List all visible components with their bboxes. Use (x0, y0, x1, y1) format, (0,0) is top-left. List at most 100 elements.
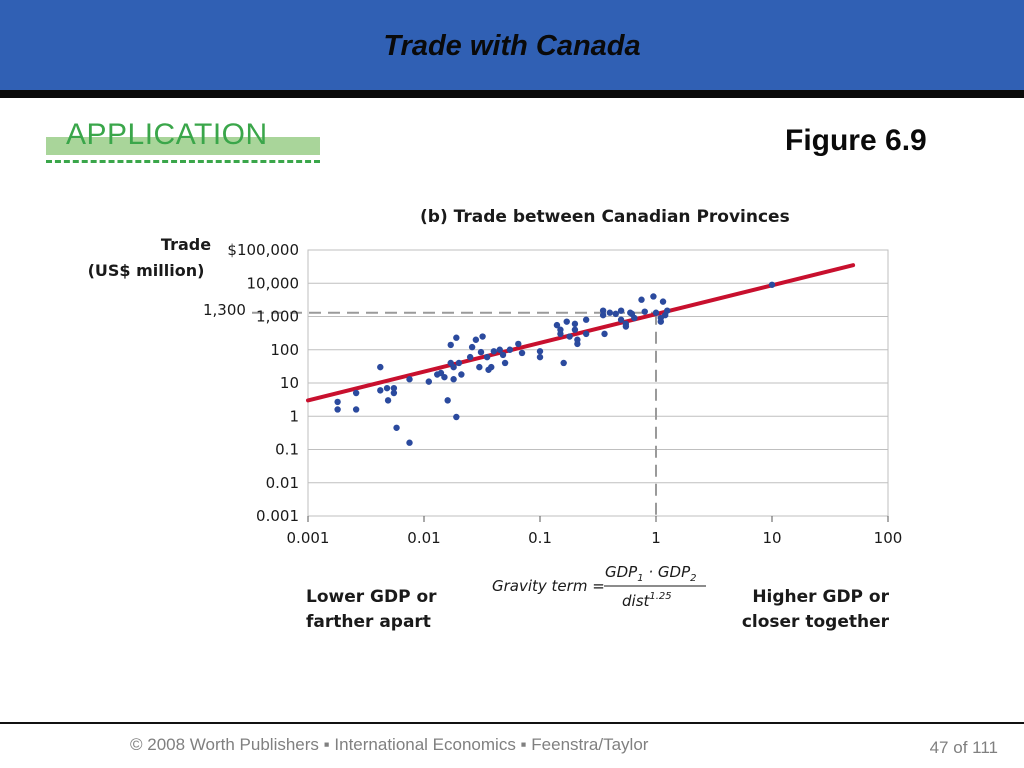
data-point (657, 318, 665, 325)
x-tick-labels: 0.001 0.01 0.1 1 10 100 (287, 529, 903, 547)
x-note-left-line-1: Lower GDP or (306, 587, 437, 607)
data-point (563, 318, 570, 325)
data-point (384, 397, 392, 404)
data-point (617, 307, 625, 314)
title-banner: Trade with Canada (0, 0, 1024, 98)
gravity-numerator: GDP1 · GDP2 (605, 563, 697, 584)
data-point (377, 387, 384, 394)
data-point (455, 359, 463, 367)
data-point (664, 307, 671, 314)
application-label: APPLICATION (66, 118, 268, 151)
gravity-term-label: Gravity term = (492, 577, 605, 595)
y-tick-label: 10 (280, 374, 299, 392)
data-point (450, 376, 457, 383)
data-point (496, 346, 503, 353)
data-point (582, 316, 590, 323)
data-point (406, 439, 413, 446)
data-point (441, 373, 448, 381)
data-point (468, 343, 476, 351)
application-label-bar (46, 137, 320, 155)
fit-line-group (306, 263, 856, 403)
gravity-denominator: dist1.25 (622, 591, 672, 610)
data-point (612, 310, 619, 318)
fit-line (306, 263, 856, 403)
data-point (606, 309, 614, 316)
y-axis-label-line-1: Trade (161, 235, 211, 254)
data-point (631, 314, 638, 322)
data-point (515, 340, 522, 348)
data-point (490, 348, 498, 355)
annotation-guides (252, 311, 657, 516)
data-point (638, 296, 645, 303)
data-point (599, 307, 607, 314)
data-point (518, 349, 526, 357)
data-point (501, 359, 509, 367)
data-point (334, 406, 341, 413)
x-tick-label: 0.01 (407, 529, 440, 547)
data-point (466, 353, 474, 361)
data-point (390, 384, 398, 392)
data-point (641, 308, 648, 315)
y-tick-label: 0.01 (266, 474, 299, 492)
page-number: 47 (929, 738, 949, 757)
data-point (483, 353, 491, 361)
y-tick-label: 0.001 (256, 507, 299, 525)
gridlines (307, 249, 889, 522)
y-tick-label: $100,000 (227, 241, 299, 259)
x-tick-label: 0.1 (528, 529, 552, 547)
page-counter: 47 of 111 (930, 738, 998, 758)
chart-title: (b) Trade between Canadian Provinces (420, 207, 790, 227)
page-of: of (953, 738, 968, 757)
x-tick-label: 10 (762, 529, 781, 547)
data-point (768, 281, 776, 288)
y-tick-label: 0.1 (275, 441, 299, 459)
y-axis-label-line-2: (US$ million) (88, 261, 205, 280)
data-point (499, 351, 507, 359)
y-tick-label: 100 (270, 341, 299, 359)
data-point (650, 293, 657, 300)
application-dashed-rule (46, 160, 320, 163)
x-note-right-line-2: closer together (742, 612, 890, 632)
y-tick-label: 1 (289, 407, 299, 425)
data-point (383, 384, 391, 392)
footer-rule (0, 722, 1024, 724)
x-tick-label: 0.001 (287, 529, 330, 547)
slide-title: Trade with Canada (383, 30, 641, 62)
y-tick-labels: 0.001 0.01 0.1 1 10 100 1,000 10,000 $100,000 (227, 241, 299, 525)
page-total: 111 (972, 738, 998, 757)
data-point (458, 371, 465, 378)
data-point (506, 346, 514, 353)
data-point (444, 397, 451, 404)
data-point (560, 359, 567, 367)
data-point (425, 378, 433, 385)
data-point (566, 333, 573, 340)
x-tick-label: 1 (651, 529, 661, 547)
data-point (536, 348, 544, 355)
y-tick-label: 10,000 (247, 274, 300, 292)
x-tick-label: 100 (874, 529, 903, 547)
data-point (652, 309, 660, 316)
data-point (617, 316, 625, 323)
data-point (477, 348, 485, 356)
data-point (334, 398, 341, 406)
x-note-right-line-1: Higher GDP or (752, 587, 889, 607)
data-point (553, 321, 561, 329)
annotation-label: 1,300 (203, 301, 246, 319)
footer-copyright: © 2008 Worth Publishers ▪ International … (130, 735, 649, 754)
data-point (447, 341, 454, 349)
y-tick-label: 1,000 (256, 308, 299, 326)
data-point (393, 424, 400, 431)
data-point (476, 363, 483, 371)
data-point (352, 406, 360, 413)
data-point (377, 363, 384, 371)
figure-label: Figure 6.9 (785, 124, 927, 157)
data-points (334, 281, 776, 446)
data-point (352, 389, 360, 397)
data-point (599, 311, 607, 319)
x-note-left-line-2: farther apart (306, 612, 431, 632)
data-point (406, 376, 413, 383)
data-point (622, 323, 630, 330)
data-point (453, 334, 460, 341)
data-point (453, 413, 460, 421)
